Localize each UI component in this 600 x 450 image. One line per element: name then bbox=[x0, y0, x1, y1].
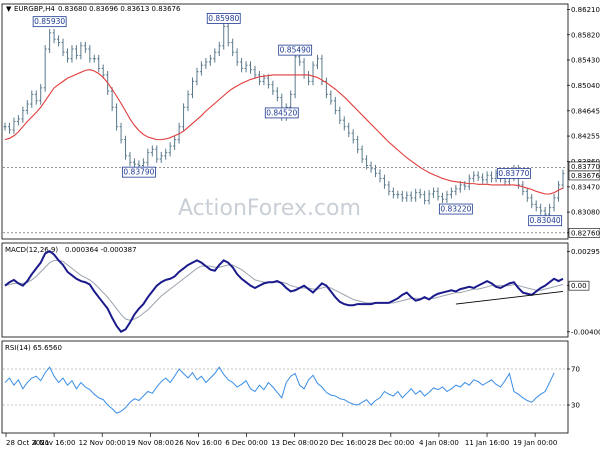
macd-label: MACD(12,26,9) bbox=[5, 246, 58, 254]
symbol-label: EURGBP,H4 bbox=[14, 5, 55, 13]
annotation-box bbox=[206, 13, 241, 24]
price-tick-label: 0.84645 bbox=[571, 107, 600, 115]
current-price-label: 0.83676 bbox=[571, 172, 600, 180]
x-tick-label: 28 Dec 00:00 bbox=[367, 439, 414, 447]
macd-layer bbox=[4, 249, 564, 333]
price-tick-label: 0.86210 bbox=[571, 6, 600, 14]
x-tick-label: 19 Jan 00:00 bbox=[513, 439, 557, 447]
annotation-text: 0.85980 bbox=[208, 14, 239, 23]
macd-label-values: 0.000364 -0.000387 bbox=[65, 246, 137, 254]
rsi-layer bbox=[3, 366, 567, 414]
annotation-label: 0.83770 bbox=[496, 168, 531, 179]
current-price-label: 0.83770 bbox=[571, 163, 600, 171]
annotation-box bbox=[278, 44, 313, 56]
rsi-pane bbox=[1, 340, 569, 434]
macd-current-label: 0.00 bbox=[571, 282, 587, 290]
macd-main-line bbox=[4, 249, 564, 333]
annotation-box bbox=[496, 168, 531, 179]
rsi-label: RSI(14) bbox=[5, 344, 31, 352]
rsi-header: RSI(14) 65.6560 bbox=[5, 344, 62, 352]
annotation-text: 0.83770 bbox=[498, 169, 529, 178]
annotation-label: 0.83790 bbox=[122, 166, 156, 178]
macd-trendline bbox=[455, 291, 564, 305]
annotation-text: 0.84520 bbox=[266, 108, 297, 117]
x-tick-label: 13 Dec 08:00 bbox=[271, 439, 318, 447]
annotation-label: 0.85980 bbox=[206, 13, 241, 24]
price-tick-label: 0.83470 bbox=[571, 183, 600, 191]
x-tick-label: 20 Dec 16:00 bbox=[319, 439, 366, 447]
price-pane bbox=[1, 3, 569, 240]
annotation-text: 0.83220 bbox=[440, 205, 471, 214]
x-tick-label: 11 Jan 16:00 bbox=[465, 439, 509, 447]
price-tick-box bbox=[568, 228, 600, 238]
annotation-box bbox=[264, 107, 299, 119]
watermark: ActionForex.com bbox=[178, 196, 361, 221]
x-tick-label: 6 Dec 00:00 bbox=[225, 439, 268, 447]
price-tick-label: 0.85430 bbox=[571, 57, 600, 65]
x-tick-label: 4 Nov 16:00 bbox=[33, 439, 76, 447]
moving-average-line bbox=[4, 69, 564, 195]
price-tick-label: 0.83080 bbox=[571, 209, 600, 217]
macd-tick-label: 0.002955 bbox=[571, 248, 600, 256]
price-tick-label: 0.82760 bbox=[571, 229, 600, 237]
axis-layer: 0.86210 0.85820 0.85430 0.85040 0.84645 0.842… bbox=[5, 6, 600, 447]
rsi-label-value: 65.6560 bbox=[33, 344, 62, 352]
x-tick-label: 28 Oct 2021 bbox=[6, 439, 49, 447]
x-tick-label: 12 Nov 00:00 bbox=[79, 439, 126, 447]
x-tick-label: 19 Nov 08:00 bbox=[127, 439, 174, 447]
annotation-box bbox=[122, 166, 156, 178]
annotation-label: 0.85930 bbox=[32, 16, 67, 28]
x-tick-label: 4 Jan 08:00 bbox=[419, 439, 459, 447]
annotation-text: 0.85490 bbox=[280, 46, 311, 55]
price-tick-label: 0.84255 bbox=[571, 133, 600, 141]
macd-pane bbox=[1, 242, 569, 338]
macd-current-box bbox=[568, 280, 590, 291]
price-tick-label: 0.85820 bbox=[571, 31, 600, 39]
annotation-box bbox=[528, 215, 563, 227]
ohlc-label: 0.83680 0.83696 0.83613 0.83676 bbox=[58, 5, 181, 13]
price-header: ▼ EURGBP,H4 0.83680 0.83696 0.83613 0.83… bbox=[6, 5, 181, 13]
annotation-box bbox=[32, 16, 67, 28]
annotation-label: 0.85490 bbox=[278, 44, 313, 56]
rsi-tick-label: 30 bbox=[571, 402, 580, 410]
x-tick-label: 26 Nov 16:00 bbox=[175, 439, 222, 447]
price-tick-label: 0.85040 bbox=[571, 82, 600, 90]
macd-signal-line bbox=[4, 259, 564, 321]
svg-text:▼: ▼ bbox=[6, 5, 12, 13]
annotation-text: 0.83040 bbox=[530, 216, 561, 225]
annotation-label: 0.84520 bbox=[264, 107, 299, 119]
current-price-box bbox=[568, 170, 600, 181]
rsi-line bbox=[4, 366, 555, 414]
macd-tick-label: -0.004009 bbox=[571, 328, 600, 336]
rsi-tick-label: 70 bbox=[571, 366, 580, 374]
annotation-box bbox=[438, 203, 473, 215]
annotation-label: 0.83040 bbox=[528, 215, 563, 227]
annotation-text: 0.85930 bbox=[34, 17, 65, 26]
price-layer: 0.85930 0.83790 0.85980 0.84520 0.85490 0.837… bbox=[3, 13, 567, 234]
macd-header: MACD(12,26,9) 0.000364 -0.000387 bbox=[5, 246, 137, 254]
annotation-label: 0.83220 bbox=[438, 203, 473, 215]
annotation-text: 0.83790 bbox=[123, 168, 154, 177]
